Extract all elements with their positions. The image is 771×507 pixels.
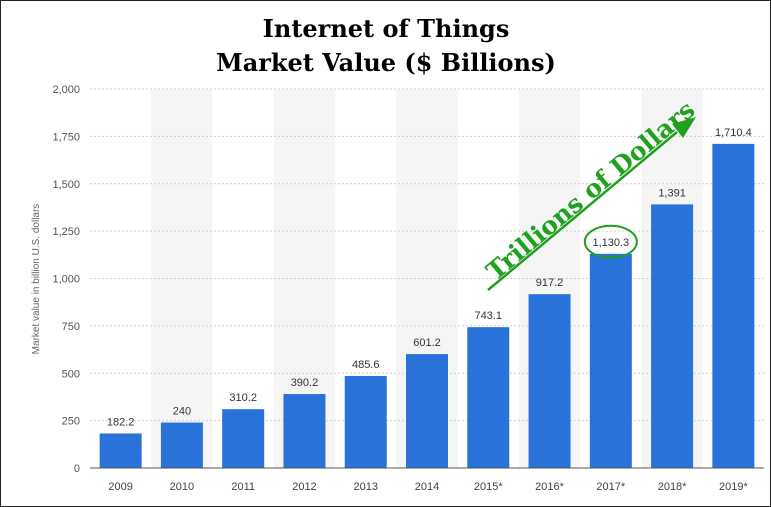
x-tick-label: 2016*: [535, 481, 564, 493]
chart-title-line2: Market Value ($ Billions): [216, 48, 556, 77]
x-tick-label: 2017*: [596, 481, 625, 493]
x-tick-label: 2012: [292, 481, 316, 493]
bar: [344, 375, 387, 468]
data-label: 743.1: [475, 310, 503, 322]
bars: [99, 143, 755, 468]
y-axis-ticks: 0 250 500 750 1,000 1,250 1,500 1,750 2,000: [52, 84, 80, 475]
x-tick-label: 2018*: [658, 481, 687, 493]
x-tick-label: 2009: [108, 481, 132, 493]
bar: [283, 394, 326, 468]
bar: [406, 354, 448, 468]
data-label: 917.2: [536, 277, 564, 289]
highlight-ellipse: [583, 224, 638, 259]
bar: [160, 422, 203, 468]
x-tick-label: 2010: [170, 481, 194, 493]
data-label: 601.2: [413, 337, 441, 349]
bar: [712, 143, 755, 468]
y-tick-label: 750: [62, 321, 80, 333]
x-tick-label: 2013: [353, 481, 377, 493]
x-tick-label: 2011: [231, 481, 255, 493]
bar: [222, 409, 265, 468]
data-label: 1,130.3: [592, 237, 629, 249]
y-tick-label: 2,000: [52, 84, 80, 96]
y-tick-label: 1,500: [52, 179, 80, 191]
data-label: 1,710.4: [715, 127, 752, 139]
data-label: 390.2: [291, 377, 319, 389]
x-axis-ticks: 2009 2010 2011 2012 2013 2014 2015* 2016* 2017* 2…: [108, 481, 748, 493]
bar: [589, 253, 632, 468]
trend-arrow-line: [487, 131, 678, 291]
data-label: 1,391: [658, 187, 686, 199]
data-label: 485.6: [352, 359, 380, 371]
data-label: 182.2: [107, 416, 135, 428]
trend-arrow-head: [672, 117, 696, 138]
x-tick-label: 2015*: [474, 481, 503, 493]
y-tick-label: 500: [62, 368, 80, 380]
chart-title-line1: Internet of Things: [263, 14, 510, 43]
y-axis-label: Market value in billion U.S. dollars: [31, 204, 42, 355]
bar: [528, 294, 571, 468]
data-labels: 182.2 240 310.2 390.2 485.6 601.2 743.1 917.2 1,…: [107, 127, 752, 429]
y-tick-label: 0: [74, 463, 80, 475]
bar: [651, 204, 694, 468]
y-tick-label: 1,750: [52, 131, 80, 143]
bar: [99, 433, 142, 468]
y-tick-label: 250: [62, 416, 80, 428]
y-tick-label: 1,000: [52, 274, 80, 286]
y-tick-label: 1,250: [52, 226, 80, 238]
data-label: 310.2: [229, 392, 257, 404]
x-tick-label: 2014: [415, 481, 439, 493]
data-label: 240: [173, 406, 191, 418]
x-tick-label: 2019*: [719, 481, 748, 493]
bar: [467, 327, 510, 468]
